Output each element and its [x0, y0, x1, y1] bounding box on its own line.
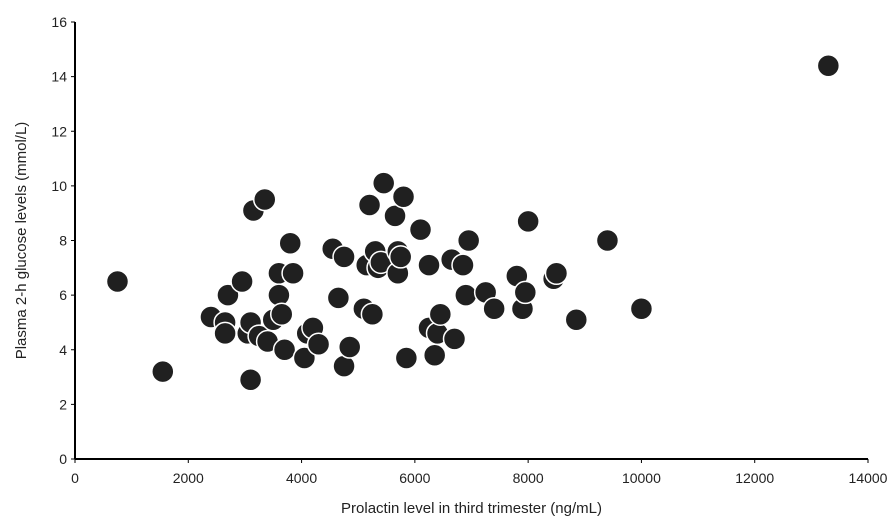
data-point	[332, 245, 356, 269]
x-tick-label: 4000	[286, 470, 317, 486]
data-point	[544, 261, 569, 286]
data-point	[513, 280, 538, 305]
data-point	[482, 297, 506, 321]
x-tick-label: 12000	[735, 470, 774, 486]
data-point	[451, 253, 475, 277]
tick-labels: 0 2000 4000 6000 8000 10000 12000 14000 0 2 4 6 8 10 1…	[51, 14, 887, 486]
x-axis-title: Prolactin level in third trimester (ng/m…	[341, 500, 602, 517]
data-point	[230, 269, 254, 294]
y-tick-label: 10	[51, 178, 67, 194]
x-tick-label: 6000	[399, 470, 430, 486]
x-tick-label: 10000	[622, 470, 661, 486]
data-point	[629, 297, 654, 321]
data-point	[456, 228, 481, 253]
data-point	[326, 286, 351, 310]
data-point	[442, 327, 467, 351]
x-tick-label: 2000	[173, 470, 204, 486]
data-point	[253, 187, 277, 212]
y-tick-label: 4	[59, 342, 67, 358]
data-point	[417, 253, 441, 277]
data-point	[151, 359, 175, 384]
data-point	[454, 283, 478, 307]
data-point	[394, 346, 419, 370]
data-point	[595, 228, 620, 253]
data-point	[388, 245, 413, 269]
data-point	[337, 335, 362, 359]
data-point	[267, 283, 291, 307]
data-point	[272, 338, 297, 362]
y-tick-label: 2	[59, 396, 67, 412]
data-point	[564, 307, 589, 332]
x-tick-label: 0	[71, 470, 79, 486]
data-point	[216, 283, 240, 307]
data-point	[281, 261, 305, 286]
data-point	[422, 343, 447, 367]
data-point	[360, 302, 385, 326]
x-tick-label: 14000	[849, 470, 888, 486]
data-point	[391, 185, 416, 209]
data-point	[278, 231, 302, 255]
data-point	[516, 209, 540, 234]
data-point	[105, 269, 130, 294]
data-point	[383, 204, 407, 228]
data-point	[213, 321, 237, 346]
y-tick-label: 12	[51, 123, 67, 139]
data-point	[238, 368, 263, 392]
data-point	[816, 53, 841, 78]
data-point	[371, 171, 396, 195]
data-point	[269, 302, 294, 326]
y-tick-label: 14	[51, 69, 67, 85]
data-point	[428, 302, 453, 326]
data-point	[357, 193, 382, 217]
data-point	[306, 332, 331, 357]
x-tick-label: 8000	[513, 470, 544, 486]
y-tick-label: 8	[59, 233, 67, 249]
y-axis-title: Plasma 2-h glucose levels (mmol/L)	[13, 122, 30, 360]
y-tick-label: 0	[59, 451, 67, 467]
data-point	[292, 346, 317, 370]
y-tick-label: 6	[59, 287, 67, 303]
data-points	[105, 53, 841, 392]
y-tick-label: 16	[51, 14, 67, 30]
data-point	[408, 217, 433, 242]
